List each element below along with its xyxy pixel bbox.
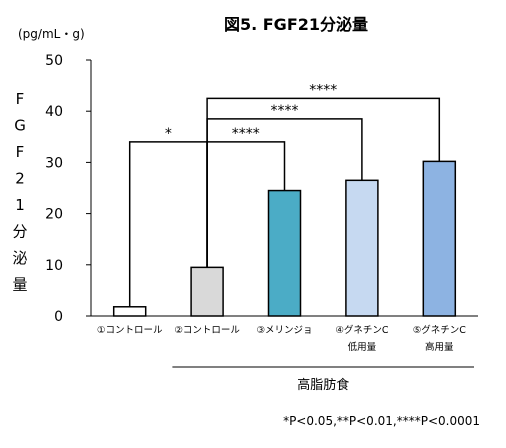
y-axis-label-char: G (14, 117, 26, 135)
significance-label: **** (232, 126, 260, 142)
y-axis-label-char: 分 (12, 223, 27, 241)
bar-1 (112, 306, 147, 317)
y-tick-label: 30 (45, 155, 63, 171)
x-tick-label: 高用量 (425, 341, 454, 353)
y-axis-label-char: 量 (12, 276, 27, 294)
significance-label: **** (309, 82, 337, 98)
y-axis-label-char: F (16, 90, 25, 108)
y-tick-label: 0 (54, 309, 63, 325)
y-axis-label-char: 2 (15, 170, 25, 188)
x-tick-label: ④グネチンC (335, 324, 389, 336)
x-tick-label: ③メリンジョ (256, 325, 312, 336)
significance-label: **** (271, 103, 299, 119)
bar-2 (190, 266, 224, 317)
y-tick-label: 20 (45, 207, 63, 223)
significance-label: * (165, 126, 172, 142)
group-label: 高脂肪食 (297, 377, 349, 393)
unit-label: (pg/mL・g) (18, 27, 85, 41)
chart-title: 図5. FGF21分泌量 (224, 15, 368, 34)
bar-4 (345, 179, 379, 317)
bar-5 (422, 160, 457, 317)
y-axis-label-char: 1 (15, 196, 25, 214)
y-tick-label: 10 (45, 258, 63, 274)
x-tick-label: ①コントロール (97, 325, 163, 336)
bar-3 (267, 189, 302, 317)
y-tick-label: 50 (45, 53, 63, 69)
significance-bracket (206, 97, 441, 268)
x-tick-label: 低用量 (348, 341, 377, 353)
y-tick-label: 40 (45, 104, 63, 120)
y-axis-label-char: F (16, 143, 25, 161)
footnote: *P<0.05,**P<0.01,****P<0.0001 (283, 414, 480, 428)
x-tick-label: ⑤グネチンC (413, 324, 467, 336)
x-tick-label: ②コントロール (174, 325, 240, 336)
y-axis-label-char: 泌 (12, 249, 27, 267)
